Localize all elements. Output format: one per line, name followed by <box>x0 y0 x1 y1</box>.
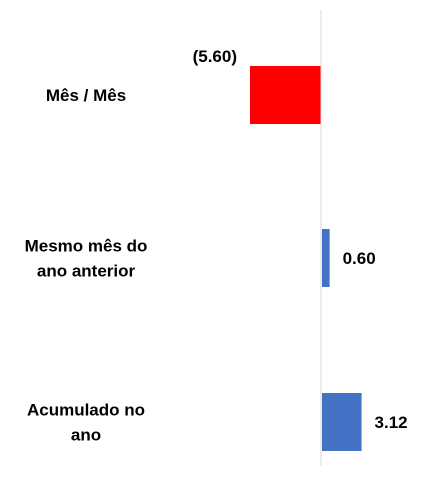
category-label-line: Mês / Mês <box>46 86 126 105</box>
data-label-1: 0.60 <box>343 249 376 268</box>
bars-group <box>250 66 362 451</box>
data-labels-group: (5.60) 0.60 3.12 <box>193 47 408 432</box>
category-label-line: Acumulado no <box>27 401 145 420</box>
data-label-0: (5.60) <box>193 47 237 66</box>
category-label-1: Mesmo mês do ano anterior <box>25 237 148 281</box>
bar-0 <box>250 66 321 124</box>
category-labels-group: Mês / Mês Mesmo mês do ano anterior Acumula… <box>25 86 148 445</box>
bar-1 <box>322 229 330 287</box>
bar-2 <box>322 393 362 451</box>
category-label-2: Acumulado no ano <box>27 401 145 445</box>
data-label-2: 3.12 <box>375 413 408 432</box>
category-label-line: ano <box>71 426 101 445</box>
category-label-line: Mesmo mês do <box>25 237 148 256</box>
category-label-0: Mês / Mês <box>46 86 126 105</box>
category-label-line: ano anterior <box>37 262 136 281</box>
